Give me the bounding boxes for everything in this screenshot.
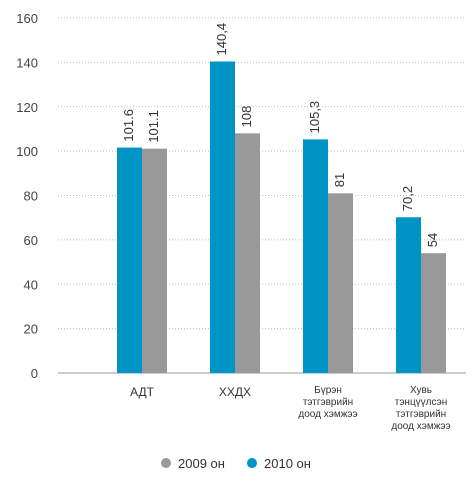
bar-2010-3: [396, 217, 421, 373]
data-label: 108: [239, 106, 254, 128]
legend: 2009 он 2010 он: [161, 456, 311, 471]
y-tick-label: 80: [24, 189, 38, 204]
category-labels: АДТ ХХДХ Бүрэн тэтгэврийн доод хэмжээ Хувь тэн…: [130, 385, 451, 432]
y-tick-label: 160: [16, 11, 38, 26]
data-label: 81: [332, 173, 347, 187]
data-label: 70,2: [400, 186, 415, 211]
data-labels: 101.6 140,4 105,3 70,2 101.1 108 81 54: [121, 23, 440, 247]
y-tick-label: 120: [16, 100, 38, 115]
bar-2009-0: [142, 148, 167, 373]
y-tick-label: 60: [24, 233, 38, 248]
bars: [117, 61, 446, 374]
data-label: 101.1: [146, 110, 161, 143]
category-label: ХХДХ: [219, 385, 251, 399]
bar-2010-2: [303, 139, 328, 373]
bar-2010-1: [210, 61, 235, 374]
y-axis-ticks: 0 20 40 60 80 100 120 140 160: [16, 11, 38, 381]
legend-label: 2009 он: [178, 456, 225, 471]
y-tick-label: 100: [16, 144, 38, 159]
legend-marker: [161, 458, 171, 468]
data-label: 140,4: [214, 23, 229, 56]
data-label: 54: [425, 233, 440, 247]
y-tick-label: 140: [16, 55, 38, 70]
y-tick-label: 20: [24, 322, 38, 337]
data-label: 105,3: [307, 101, 322, 134]
legend-marker: [247, 458, 257, 468]
category-label: АДТ: [130, 385, 155, 399]
category-label: Хувь тэнцүүлсэн тэтгэврийн доод хэмжээ: [391, 385, 450, 432]
y-tick-label: 40: [24, 277, 38, 292]
legend-label: 2010 он: [264, 456, 311, 471]
bar-2009-2: [328, 193, 353, 373]
bar-2010-0: [117, 147, 142, 373]
category-label: Бүрэн тэтгэврийн доод хэмжээ: [298, 385, 357, 420]
bar-2009-1: [235, 133, 260, 373]
data-label: 101.6: [121, 109, 136, 142]
y-tick-label: 0: [31, 366, 38, 381]
bar-2009-3: [421, 253, 446, 373]
